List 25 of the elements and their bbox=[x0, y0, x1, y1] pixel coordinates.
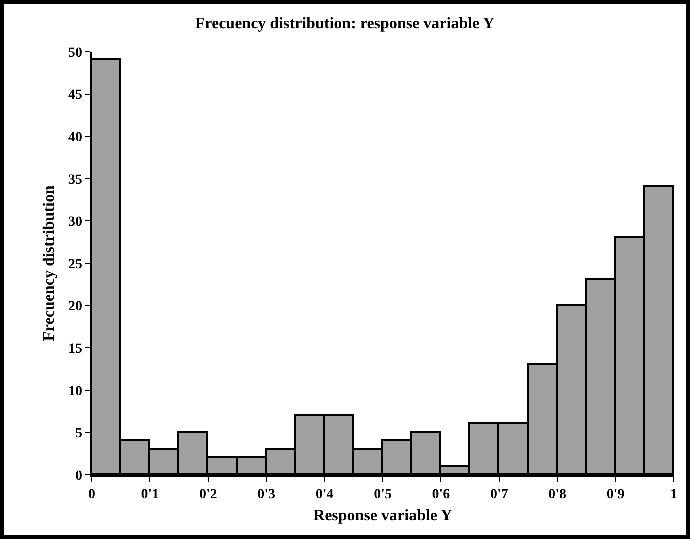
x-tick-label: 0'3 bbox=[258, 488, 276, 503]
y-tick-label: 15 bbox=[68, 342, 82, 357]
x-tick-label: 0'4 bbox=[316, 488, 334, 503]
y-tick-label: 20 bbox=[68, 300, 82, 315]
y-tick-label: 5 bbox=[75, 426, 82, 442]
x-tick-label: 0'1 bbox=[141, 488, 160, 503]
y-tick-label: 45 bbox=[68, 88, 82, 104]
x-tick-label: 0'8 bbox=[548, 488, 567, 503]
x-tick-label: 0'9 bbox=[606, 488, 625, 503]
y-tick-label: 30 bbox=[68, 215, 82, 230]
y-tick-label: 25 bbox=[68, 257, 82, 272]
x-tick-label: 0'7 bbox=[490, 488, 508, 503]
y-tick-label: 0 bbox=[75, 468, 82, 484]
x-tick-label: 0'5 bbox=[374, 488, 392, 503]
x-tick-label: 0'2 bbox=[199, 488, 218, 503]
x-tick-label: 0'6 bbox=[432, 488, 450, 503]
x-tick-label: 1 bbox=[670, 488, 678, 503]
y-tick-label: 50 bbox=[68, 46, 82, 61]
x-tick-label: 0 bbox=[88, 488, 96, 503]
y-tick-label: 10 bbox=[68, 384, 82, 400]
y-axis-title: Frecuency distribution bbox=[40, 186, 58, 342]
chart-title: Frecuency distribution: response variable Y bbox=[195, 15, 496, 32]
x-axis-title: Response variable Y bbox=[314, 508, 453, 525]
y-tick-label: 40 bbox=[68, 130, 82, 146]
y-tick-label: 35 bbox=[68, 172, 82, 188]
